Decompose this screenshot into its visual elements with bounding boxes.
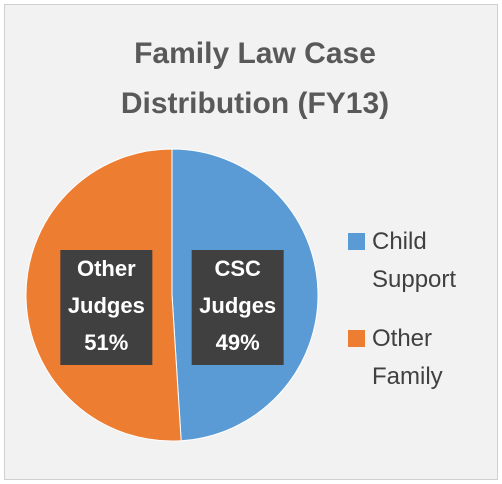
legend-label: Child Support bbox=[372, 228, 456, 293]
data-label-box bbox=[60, 250, 153, 365]
legend-swatch bbox=[348, 233, 365, 250]
data-label-name: CSC Judges bbox=[199, 256, 276, 318]
legend-label: Other Family bbox=[372, 325, 443, 390]
data-label-value: 51% bbox=[84, 330, 128, 355]
chart-title: Family Law Case Distribution (FY13) bbox=[121, 37, 389, 120]
data-label-name: Other Judges bbox=[68, 256, 145, 318]
data-label-value: 49% bbox=[216, 330, 260, 355]
data-label-box bbox=[191, 250, 284, 365]
legend-swatch bbox=[348, 330, 365, 347]
